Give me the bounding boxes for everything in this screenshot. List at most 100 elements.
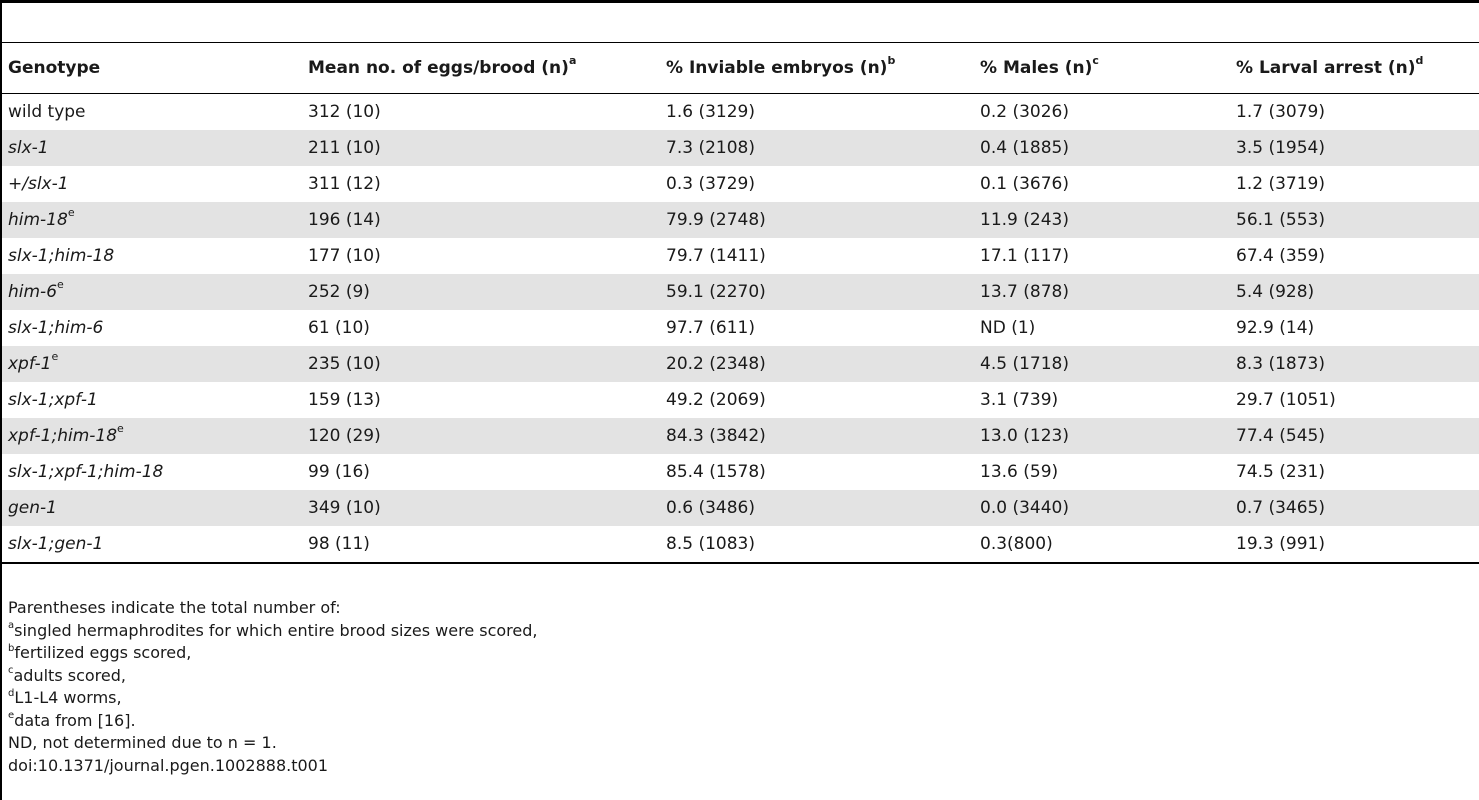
footnote-e-sup: e bbox=[8, 710, 15, 722]
cell-males: 13.6 (59) bbox=[980, 462, 1059, 482]
footnote-nd: ND, not determined due to n = 1. bbox=[8, 733, 277, 752]
cell-males: 13.0 (123) bbox=[974, 418, 1230, 454]
cell-males: 3.1 (739) bbox=[980, 390, 1059, 410]
footnote-a: asingled hermaphrodites for which entire… bbox=[8, 620, 537, 643]
header-eggs-label: Mean no. of eggs/brood (n) bbox=[308, 58, 569, 78]
genotype-text: slx-1;xpf-1 bbox=[8, 390, 98, 410]
cell-inviable: 49.2 (2069) bbox=[666, 390, 766, 410]
cell-eggs: 349 (10) bbox=[302, 490, 660, 526]
genotype-sup: e bbox=[57, 278, 64, 292]
cell-larval: 56.1 (553) bbox=[1230, 202, 1479, 238]
top-rule bbox=[0, 0, 1479, 3]
table-row: slx-1;him-6 61 (10) 97.7 (611) ND (1) 92… bbox=[2, 310, 1479, 346]
genotype-text: gen-1 bbox=[8, 498, 57, 518]
footnote-d-sup: d bbox=[8, 687, 15, 699]
cell-males: 4.5 (1718) bbox=[974, 346, 1230, 382]
cell-genotype: slx-1;xpf-1;him-18 bbox=[2, 454, 302, 490]
header-inviable-sup: b bbox=[887, 54, 896, 68]
cell-inviable: 20.2 (2348) bbox=[660, 346, 974, 382]
cell-genotype: him-18e bbox=[2, 202, 302, 238]
cell-larval: 8.3 (1873) bbox=[1230, 346, 1479, 382]
cell-larval: 1.2 (3719) bbox=[1236, 174, 1325, 194]
genotype-text: slx-1;xpf-1;him-18 bbox=[8, 462, 164, 482]
header-eggs-sup: a bbox=[568, 54, 577, 68]
cell-larval: 3.5 (1954) bbox=[1230, 130, 1479, 166]
genotype-text: him-18 bbox=[8, 210, 68, 230]
genotype-sup: e bbox=[117, 422, 124, 436]
cell-genotype: xpf-1e bbox=[2, 346, 302, 382]
genotype-text: xpf-1 bbox=[8, 354, 52, 374]
cell-eggs: 235 (10) bbox=[302, 346, 660, 382]
cell-inviable: 85.4 (1578) bbox=[666, 462, 766, 482]
table-row: slx-1;xpf-1 159 (13) 49.2 (2069) 3.1 (73… bbox=[2, 382, 1479, 418]
cell-larval: 74.5 (231) bbox=[1236, 462, 1325, 482]
cell-inviable: 59.1 (2270) bbox=[660, 274, 974, 310]
cell-inviable: 1.6 (3129) bbox=[666, 102, 755, 122]
footnote-e-text: data from [16]. bbox=[14, 710, 136, 730]
cell-inviable: 0.6 (3486) bbox=[660, 490, 974, 526]
cell-inviable: 8.5 (1083) bbox=[660, 526, 974, 564]
table-row: him-18e 196 (14) 79.9 (2748) 11.9 (243) … bbox=[2, 202, 1479, 238]
footnote-a-sup: a bbox=[8, 620, 15, 632]
genotype-text: him-6 bbox=[8, 282, 58, 302]
cell-larval: 29.7 (1051) bbox=[1236, 390, 1336, 410]
cell-genotype: gen-1 bbox=[2, 490, 302, 526]
genotype-text: slx-1;him-6 bbox=[8, 318, 104, 338]
cell-eggs: 177 (10) bbox=[308, 246, 381, 266]
footnote-b: bfertilized eggs scored, bbox=[8, 642, 537, 665]
table-row: wild type 312 (10) 1.6 (3129) 0.2 (3026)… bbox=[2, 94, 1479, 131]
footnote-c: cadults scored, bbox=[8, 665, 537, 688]
doi-link[interactable]: doi:10.1371/journal.pgen.1002888.t001 bbox=[8, 755, 329, 775]
cell-inviable: 79.9 (2748) bbox=[660, 202, 974, 238]
cell-males: 0.3(800) bbox=[974, 526, 1230, 564]
header-males: % Males (n)c bbox=[974, 42, 1230, 94]
cell-eggs: 120 (29) bbox=[302, 418, 660, 454]
cell-males: 17.1 (117) bbox=[980, 246, 1069, 266]
genotype-sup: e bbox=[67, 206, 75, 220]
cell-larval: 19.3 (991) bbox=[1230, 526, 1479, 564]
cell-eggs: 211 (10) bbox=[302, 130, 660, 166]
footnote-d: dL1-L4 worms, bbox=[8, 687, 537, 710]
footnote-b-text: fertilized eggs scored, bbox=[14, 643, 192, 662]
cell-eggs: 61 (10) bbox=[308, 318, 370, 338]
table-row: him-6e 252 (9) 59.1 (2270) 13.7 (878) 5.… bbox=[2, 274, 1479, 310]
cell-genotype: slx-1;xpf-1 bbox=[2, 382, 302, 418]
header-larval: % Larval arrest (n)d bbox=[1230, 42, 1479, 94]
cell-males: ND (1) bbox=[980, 318, 1036, 338]
header-larval-label: % Larval arrest (n) bbox=[1236, 58, 1416, 78]
table-row: slx-1;gen-1 98 (11) 8.5 (1083) 0.3(800) … bbox=[2, 526, 1479, 564]
cell-genotype: slx-1;gen-1 bbox=[2, 526, 302, 564]
cell-larval: 92.9 (14) bbox=[1236, 318, 1315, 338]
table-row: slx-1;him-18 177 (10) 79.7 (1411) 17.1 (… bbox=[2, 238, 1479, 274]
cell-eggs: 196 (14) bbox=[302, 202, 660, 238]
footnote-b-sup: b bbox=[8, 642, 15, 654]
cell-inviable: 84.3 (3842) bbox=[660, 418, 974, 454]
cell-eggs: 99 (16) bbox=[308, 462, 370, 482]
genotype-text: xpf-1;him-18 bbox=[8, 426, 118, 446]
cell-males: 13.7 (878) bbox=[974, 274, 1230, 310]
cell-inviable: 0.3 (3729) bbox=[666, 174, 755, 194]
genotype-table: Genotype Mean no. of eggs/brood (n)a % I… bbox=[2, 42, 1479, 564]
header-row: Genotype Mean no. of eggs/brood (n)a % I… bbox=[2, 42, 1479, 94]
table-row: xpf-1e 235 (10) 20.2 (2348) 4.5 (1718) 8… bbox=[2, 346, 1479, 382]
table-footnotes: Parentheses indicate the total number of… bbox=[8, 597, 537, 777]
cell-males: 11.9 (243) bbox=[974, 202, 1230, 238]
footnote-e: edata from [16]. bbox=[8, 710, 537, 733]
cell-eggs: 98 (11) bbox=[302, 526, 660, 564]
footnote-intro: Parentheses indicate the total number of… bbox=[8, 598, 341, 617]
cell-inviable: 97.7 (611) bbox=[666, 318, 755, 338]
cell-eggs: 159 (13) bbox=[308, 390, 381, 410]
cell-eggs: 312 (10) bbox=[308, 102, 381, 122]
cell-inviable: 7.3 (2108) bbox=[660, 130, 974, 166]
cell-genotype: him-6e bbox=[2, 274, 302, 310]
genotype-text: slx-1;him-18 bbox=[8, 246, 115, 266]
cell-genotype: +/slx-1 bbox=[2, 166, 302, 202]
cell-males: 0.2 (3026) bbox=[980, 102, 1069, 122]
genotype-text: wild type bbox=[8, 102, 86, 122]
cell-larval: 1.7 (3079) bbox=[1236, 102, 1325, 122]
genotype-text: slx-1;gen-1 bbox=[8, 534, 104, 554]
genotype-text: +/slx-1 bbox=[8, 174, 69, 194]
cell-males: 0.0 (3440) bbox=[974, 490, 1230, 526]
header-inviable: % Inviable embryos (n)b bbox=[660, 42, 974, 94]
